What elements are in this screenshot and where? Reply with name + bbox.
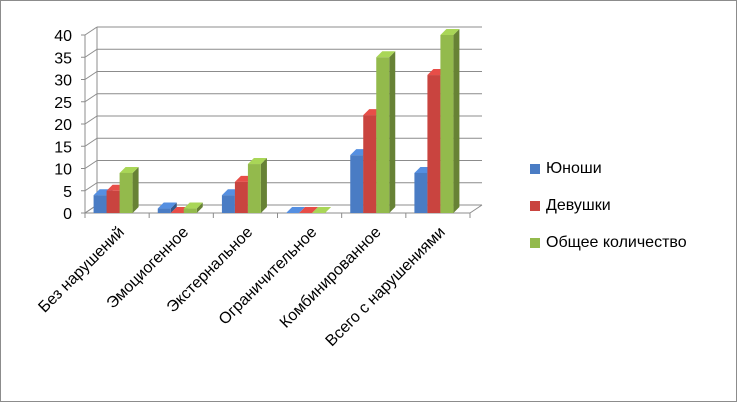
gridline-side — [84, 115, 98, 125]
x-tick-label: Всего с нарушениями — [323, 224, 449, 350]
bar-3-6-side — [453, 29, 460, 213]
bar-3-5 — [376, 57, 390, 213]
bar-3-1 — [119, 172, 133, 213]
bar-1-2-top — [157, 202, 177, 209]
bar-1-1 — [93, 195, 107, 213]
bar-1-6 — [414, 172, 428, 213]
y-tick-label: 15 — [54, 139, 72, 156]
bar-3-5-side — [389, 51, 396, 213]
gridline-side — [84, 182, 98, 192]
bar-3-2 — [183, 208, 197, 213]
legend-item-yunoshi: Юноши — [530, 150, 687, 187]
bar-3-2-side — [196, 202, 203, 213]
bar-3-3 — [247, 164, 261, 213]
bar-3-5-top — [376, 51, 396, 58]
legend-swatch-yunoshi — [530, 163, 540, 174]
bar-1-2 — [157, 208, 171, 213]
bar-3-2-top — [183, 202, 203, 209]
bar-3-1-top — [119, 166, 139, 173]
bar-1-5 — [350, 155, 364, 213]
bar-3-4-top — [312, 207, 332, 213]
gridline-side — [84, 71, 98, 80]
gridline-side — [84, 93, 98, 103]
legend-label-devushki: Девушки — [546, 196, 611, 214]
bar-3-1-side — [132, 166, 139, 213]
legend-swatch-total — [530, 237, 540, 248]
legend-label-total: Общее количество — [546, 233, 687, 251]
chart-legend: Юноши Девушки Общее количество — [530, 150, 687, 261]
y-tick-label: 10 — [54, 162, 72, 179]
bar-2-1 — [106, 190, 120, 213]
gridline-side — [84, 26, 98, 36]
bar-2-3 — [234, 181, 248, 213]
legend-swatch-devushki — [530, 200, 540, 211]
y-tick-label: 20 — [54, 117, 72, 134]
gridline-side — [84, 48, 98, 58]
bar-3-6 — [440, 35, 454, 213]
y-tick-label: 0 — [63, 206, 72, 223]
y-tick-label: 40 — [54, 28, 72, 45]
y-tick-label: 5 — [63, 184, 72, 201]
bar-3-6-top — [440, 29, 460, 35]
bar-3-3-side — [260, 158, 267, 213]
floor-right-edge — [469, 204, 483, 214]
legend-item-devushki: Девушки — [530, 187, 687, 224]
bar-2-5 — [363, 115, 377, 213]
bar-2-4-top — [299, 207, 319, 213]
bar-2-6 — [427, 75, 441, 213]
legend-item-total: Общее количество — [530, 224, 687, 261]
gridline-side — [84, 137, 98, 147]
bar-1-4-top — [286, 207, 306, 213]
gridline-side — [84, 160, 98, 169]
legend-label-yunoshi: Юноши — [546, 159, 602, 177]
y-tick-label: 35 — [54, 50, 72, 67]
y-tick-label: 25 — [54, 95, 72, 112]
bar-1-3 — [221, 195, 235, 213]
y-tick-label: 30 — [54, 73, 72, 90]
bar-3-3-top — [247, 158, 267, 165]
bar-1-2-side — [170, 202, 177, 213]
